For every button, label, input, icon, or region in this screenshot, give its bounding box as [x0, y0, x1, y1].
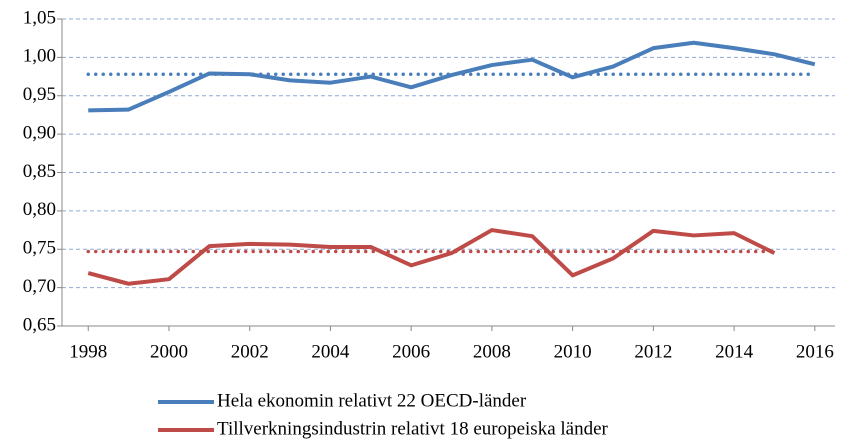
y-tick-label: 0,95	[23, 84, 56, 105]
y-tick-label: 0,75	[23, 238, 56, 259]
series-line	[88, 40, 816, 113]
x-tick-label: 2000	[150, 341, 188, 362]
x-tick-label: 2016	[796, 341, 834, 362]
x-tick-label: 2006	[392, 341, 430, 362]
x-tick-label: 2008	[473, 341, 511, 362]
legend-label: Tillverkningsindustrin relativt 18 europ…	[217, 418, 609, 439]
x-tick-label: 2014	[715, 341, 754, 362]
y-tick-label: 0,80	[23, 199, 56, 220]
x-tick-label: 2004	[311, 341, 350, 362]
y-tick-label: 0,70	[23, 276, 56, 297]
y-tick-label: 0,90	[23, 122, 56, 143]
x-tick-label: 1998	[69, 341, 107, 362]
x-tick-label: 2002	[231, 341, 269, 362]
y-tick-label: 1,05	[23, 7, 56, 28]
x-tick-label: 2012	[634, 341, 672, 362]
y-tick-label: 1,00	[23, 46, 56, 67]
y-tick-label: 0,85	[23, 161, 56, 182]
x-tick-label: 2010	[554, 341, 592, 362]
y-tick-label: 0,65	[23, 314, 56, 335]
series-line	[87, 228, 776, 286]
legend-label: Hela ekonomin relativt 22 OECD-länder	[217, 390, 527, 411]
